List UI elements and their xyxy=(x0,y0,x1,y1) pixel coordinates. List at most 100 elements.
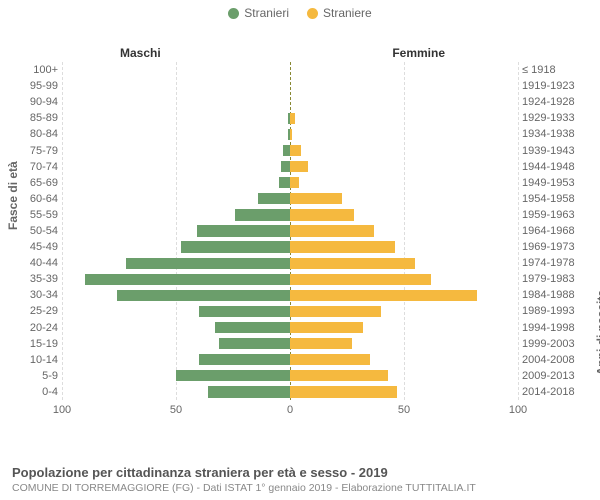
birth-year-label: 2014-2018 xyxy=(522,386,588,398)
bar-female xyxy=(290,225,374,236)
bar-rows: 100+≤ 191895-991919-192390-941924-192885… xyxy=(62,62,518,400)
pyramid-row: 20-241994-1998 xyxy=(62,320,518,336)
pyramid-row: 15-191999-2003 xyxy=(62,336,518,352)
x-axis-ticks: 10050050100 xyxy=(62,402,518,422)
birth-year-label: 1954-1958 xyxy=(522,193,588,205)
age-label: 60-64 xyxy=(18,193,58,205)
age-label: 90-94 xyxy=(18,96,58,108)
pyramid-row: 5-92009-2013 xyxy=(62,368,518,384)
bar-male xyxy=(215,322,290,333)
bar-female xyxy=(290,129,292,140)
pyramid-row: 65-691949-1953 xyxy=(62,175,518,191)
age-label: 70-74 xyxy=(18,161,58,173)
age-label: 100+ xyxy=(18,64,58,76)
age-label: 40-44 xyxy=(18,257,58,269)
bar-male xyxy=(117,290,290,301)
pyramid-row: 55-591959-1963 xyxy=(62,207,518,223)
legend-item-male: Stranieri xyxy=(228,6,289,20)
pyramid-row: 70-741944-1948 xyxy=(62,159,518,175)
legend-swatch-female xyxy=(307,8,318,19)
birth-year-label: 1994-1998 xyxy=(522,322,588,334)
y-axis-title-right: Anni di nascita xyxy=(594,290,600,375)
bar-male xyxy=(199,306,290,317)
legend-swatch-male xyxy=(228,8,239,19)
age-label: 65-69 xyxy=(18,177,58,189)
bar-female xyxy=(290,113,295,124)
bar-female xyxy=(290,338,352,349)
x-tick-label: 50 xyxy=(398,404,410,416)
birth-year-label: 2004-2008 xyxy=(522,354,588,366)
age-label: 55-59 xyxy=(18,209,58,221)
birth-year-label: 1934-1938 xyxy=(522,128,588,140)
chart-subtitle: COMUNE DI TORREMAGGIORE (FG) - Dati ISTA… xyxy=(12,482,588,494)
bar-female xyxy=(290,290,477,301)
birth-year-label: 1924-1928 xyxy=(522,96,588,108)
bar-female xyxy=(290,386,397,397)
birth-year-label: ≤ 1918 xyxy=(522,64,588,76)
birth-year-label: 1959-1963 xyxy=(522,209,588,221)
bar-female xyxy=(290,354,370,365)
pyramid-row: 45-491969-1973 xyxy=(62,239,518,255)
bar-female xyxy=(290,177,299,188)
column-header-male: Maschi xyxy=(120,46,161,60)
age-label: 5-9 xyxy=(18,370,58,382)
pyramid-row: 90-941924-1928 xyxy=(62,94,518,110)
birth-year-label: 1989-1993 xyxy=(522,305,588,317)
bar-male xyxy=(235,209,290,220)
birth-year-label: 1969-1973 xyxy=(522,241,588,253)
bar-male xyxy=(126,258,290,269)
birth-year-label: 1999-2003 xyxy=(522,338,588,350)
age-label: 0-4 xyxy=(18,386,58,398)
age-label: 30-34 xyxy=(18,289,58,301)
bar-female xyxy=(290,209,354,220)
bar-male xyxy=(199,354,290,365)
birth-year-label: 1944-1948 xyxy=(522,161,588,173)
pyramid-row: 95-991919-1923 xyxy=(62,78,518,94)
column-header-female: Femmine xyxy=(392,46,445,60)
bar-male xyxy=(258,193,290,204)
plot-area: 100+≤ 191895-991919-192390-941924-192885… xyxy=(62,62,518,422)
x-tick-label: 100 xyxy=(53,404,71,416)
birth-year-label: 1919-1923 xyxy=(522,80,588,92)
bar-female xyxy=(290,258,415,269)
bar-male xyxy=(208,386,290,397)
x-tick-label: 100 xyxy=(509,404,527,416)
bar-female xyxy=(290,161,308,172)
age-label: 45-49 xyxy=(18,241,58,253)
age-label: 35-39 xyxy=(18,273,58,285)
pyramid-row: 50-541964-1968 xyxy=(62,223,518,239)
pyramid-row: 0-42014-2018 xyxy=(62,384,518,400)
pyramid-row: 10-142004-2008 xyxy=(62,352,518,368)
chart: Maschi Femmine Fasce di età Anni di nasc… xyxy=(0,20,600,440)
bar-male xyxy=(181,241,290,252)
pyramid-row: 60-641954-1958 xyxy=(62,191,518,207)
birth-year-label: 1929-1933 xyxy=(522,112,588,124)
bar-female xyxy=(290,145,301,156)
age-label: 75-79 xyxy=(18,145,58,157)
bar-male xyxy=(85,274,290,285)
age-label: 80-84 xyxy=(18,128,58,140)
age-label: 10-14 xyxy=(18,354,58,366)
birth-year-label: 1979-1983 xyxy=(522,273,588,285)
bar-female xyxy=(290,274,431,285)
legend-label-female: Straniere xyxy=(323,6,372,20)
age-label: 20-24 xyxy=(18,322,58,334)
age-label: 15-19 xyxy=(18,338,58,350)
pyramid-row: 75-791939-1943 xyxy=(62,142,518,158)
bar-male xyxy=(176,370,290,381)
legend-label-male: Stranieri xyxy=(244,6,289,20)
chart-title: Popolazione per cittadinanza straniera p… xyxy=(12,465,588,480)
age-label: 50-54 xyxy=(18,225,58,237)
birth-year-label: 1984-1988 xyxy=(522,289,588,301)
legend: Stranieri Straniere xyxy=(0,0,600,20)
bar-male xyxy=(279,177,290,188)
pyramid-row: 100+≤ 1918 xyxy=(62,62,518,78)
grid-line xyxy=(518,62,519,400)
bar-male xyxy=(219,338,290,349)
pyramid-row: 25-291989-1993 xyxy=(62,303,518,319)
bar-female xyxy=(290,322,363,333)
x-tick-label: 50 xyxy=(170,404,182,416)
x-tick-label: 0 xyxy=(287,404,293,416)
birth-year-label: 1939-1943 xyxy=(522,145,588,157)
pyramid-row: 30-341984-1988 xyxy=(62,287,518,303)
